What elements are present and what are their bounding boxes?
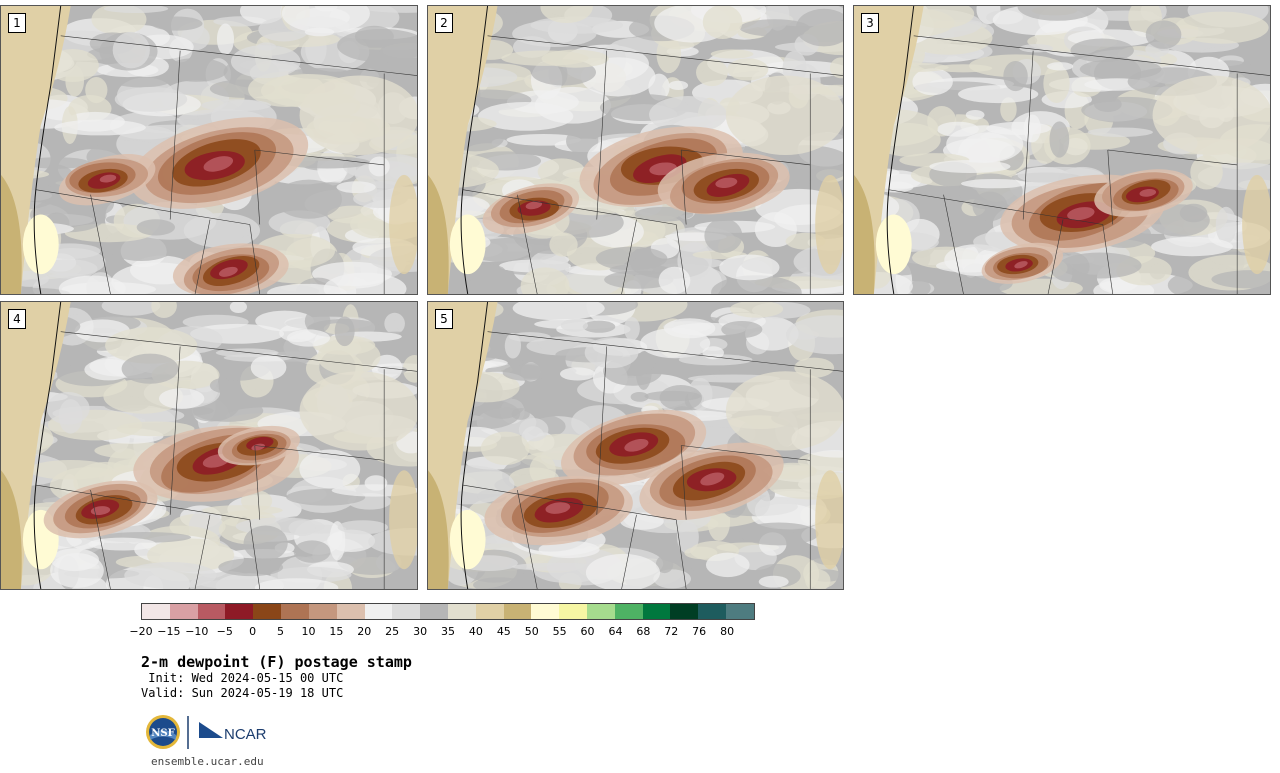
dewpoint-map [428, 6, 843, 294]
colorbar-tick-label: −20 [129, 625, 153, 638]
colorbar-tick-label: 25 [385, 625, 400, 638]
panel-number: 3 [861, 13, 879, 33]
colorbar-swatch [420, 604, 448, 619]
colorbar-tick-label: 40 [468, 625, 483, 638]
colorbar-swatch [447, 604, 476, 619]
panel-number: 1 [8, 13, 26, 33]
valid-time: Valid: Sun 2024-05-19 18 UTC [141, 686, 344, 700]
map-panel-1: 1 [0, 5, 418, 295]
colorbar-swatch [142, 604, 170, 619]
chart-title: 2-m dewpoint (F) postage stamp [141, 653, 412, 671]
colorbar-swatch [253, 604, 282, 619]
colorbar-tick-label: 64 [608, 625, 623, 638]
colorbar-tick-label: 80 [720, 625, 735, 638]
map-panel-2: 2 [427, 5, 844, 295]
colorbar-tick-label: −10 [185, 625, 209, 638]
colorbar-swatch [614, 604, 643, 619]
ncar-logo: NCAR [199, 722, 267, 743]
colorbar-swatch [281, 604, 309, 619]
colorbar-tick-label: 10 [301, 625, 316, 638]
init-time: Init: Wed 2024-05-15 00 UTC [141, 671, 344, 685]
colorbar-swatch [308, 604, 337, 619]
colorbar-tick-label: 68 [636, 625, 651, 638]
ncar-logo-text: NCAR [224, 726, 267, 743]
colorbar-tick-label: 72 [664, 625, 679, 638]
nsf-logo-text: NSF [151, 728, 174, 739]
colorbar-tick-label: −15 [157, 625, 181, 638]
colorbar-tick-label: 20 [357, 625, 372, 638]
colorbar-swatch [197, 604, 226, 619]
colorbar-swatch [642, 604, 671, 619]
colorbar-swatch [225, 604, 254, 619]
colorbar-tick-label: 0 [249, 625, 257, 638]
colorbar-swatch [587, 604, 615, 619]
dewpoint-colorbar [141, 603, 755, 620]
colorbar-tick-label: 5 [277, 625, 285, 638]
colorbar-swatch [670, 604, 699, 619]
dewpoint-map [1, 6, 417, 294]
colorbar-tick-labels: −20 −15 −10 −5 0 5 10 15 20 25 30 35 40 45 50 55 60 64 68 7… [129, 625, 771, 639]
colorbar-tick-label: 60 [580, 625, 595, 638]
colorbar-swatch [503, 604, 532, 619]
colorbar-tick-label: 15 [329, 625, 344, 638]
colorbar-tick-label: 30 [413, 625, 428, 638]
colorbar-swatch [698, 604, 727, 619]
dewpoint-map [1, 302, 417, 589]
colorbar-tick-label: 55 [552, 625, 567, 638]
dewpoint-map [428, 302, 843, 589]
panel-number: 2 [435, 13, 453, 33]
map-panel-4: 4 [0, 301, 418, 590]
colorbar-tick-label: 45 [496, 625, 511, 638]
website-link[interactable]: ensemble.ucar.edu [151, 755, 264, 768]
colorbar-swatch [392, 604, 421, 619]
map-panel-5: 5 [427, 301, 844, 590]
colorbar-swatch [364, 604, 393, 619]
colorbar-swatch [531, 604, 560, 619]
panel-number: 4 [8, 309, 26, 329]
colorbar-swatch [559, 604, 587, 619]
colorbar-swatch [169, 604, 198, 619]
nsf-ncar-logos: NSF NCAR [146, 715, 267, 749]
colorbar-swatch [475, 604, 504, 619]
map-panel-3: 3 [853, 5, 1271, 295]
colorbar-tick-label: 35 [441, 625, 455, 638]
nsf-logo: NSF [146, 715, 180, 749]
colorbar-tick-label: 50 [524, 625, 539, 638]
panel-number: 5 [435, 309, 453, 329]
colorbar-swatch [336, 604, 365, 619]
colorbar-swatch [726, 604, 754, 619]
dewpoint-map [854, 6, 1270, 294]
colorbar-tick-label: 76 [692, 625, 707, 638]
colorbar-tick-label: −5 [216, 625, 233, 638]
